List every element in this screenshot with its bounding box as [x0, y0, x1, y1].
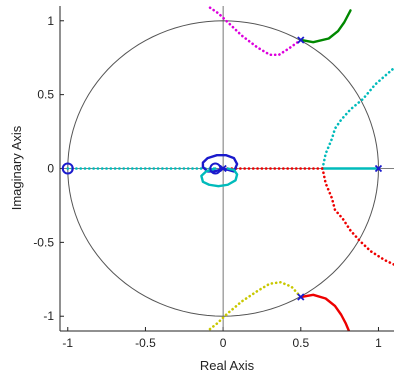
x-axis-label: Real Axis [200, 358, 255, 373]
x-tick-label: 0.5 [292, 336, 309, 350]
y-tick-label: 1 [47, 14, 54, 28]
zero-marker [209, 162, 222, 175]
zero-marker [61, 162, 74, 175]
x-tick-label: 1 [375, 336, 382, 350]
locus-branch-9 [201, 153, 239, 173]
plot-frame [59, 6, 394, 332]
locus-branch-10 [200, 167, 239, 188]
y-tick-label: -1 [43, 309, 54, 323]
pole-marker [219, 164, 227, 173]
locus-branch-0 [299, 9, 352, 44]
locus-branch-3 [206, 280, 303, 331]
x-tick-label: -1 [62, 336, 73, 350]
y-tick-label: 0.5 [37, 88, 54, 102]
x-axis: -1 -0.5 0 0.5 1 Real Axis [62, 327, 382, 373]
y-axis-label: Imaginary Axis [9, 125, 24, 210]
x-tick-label: 0 [220, 336, 227, 350]
y-axis: -1 -0.5 0 0.5 1 Imaginary Axis [9, 14, 64, 323]
pole-marker [374, 164, 383, 173]
x-tick-label: -0.5 [135, 336, 156, 350]
locus-branch-2 [299, 293, 351, 331]
pole-marker [297, 36, 305, 44]
y-tick-label: 0 [47, 162, 54, 176]
y-tick-label: -0.5 [33, 235, 54, 249]
locus-branch-5 [321, 167, 394, 266]
pole-marker [297, 293, 305, 301]
locus-branch-4 [321, 66, 394, 170]
